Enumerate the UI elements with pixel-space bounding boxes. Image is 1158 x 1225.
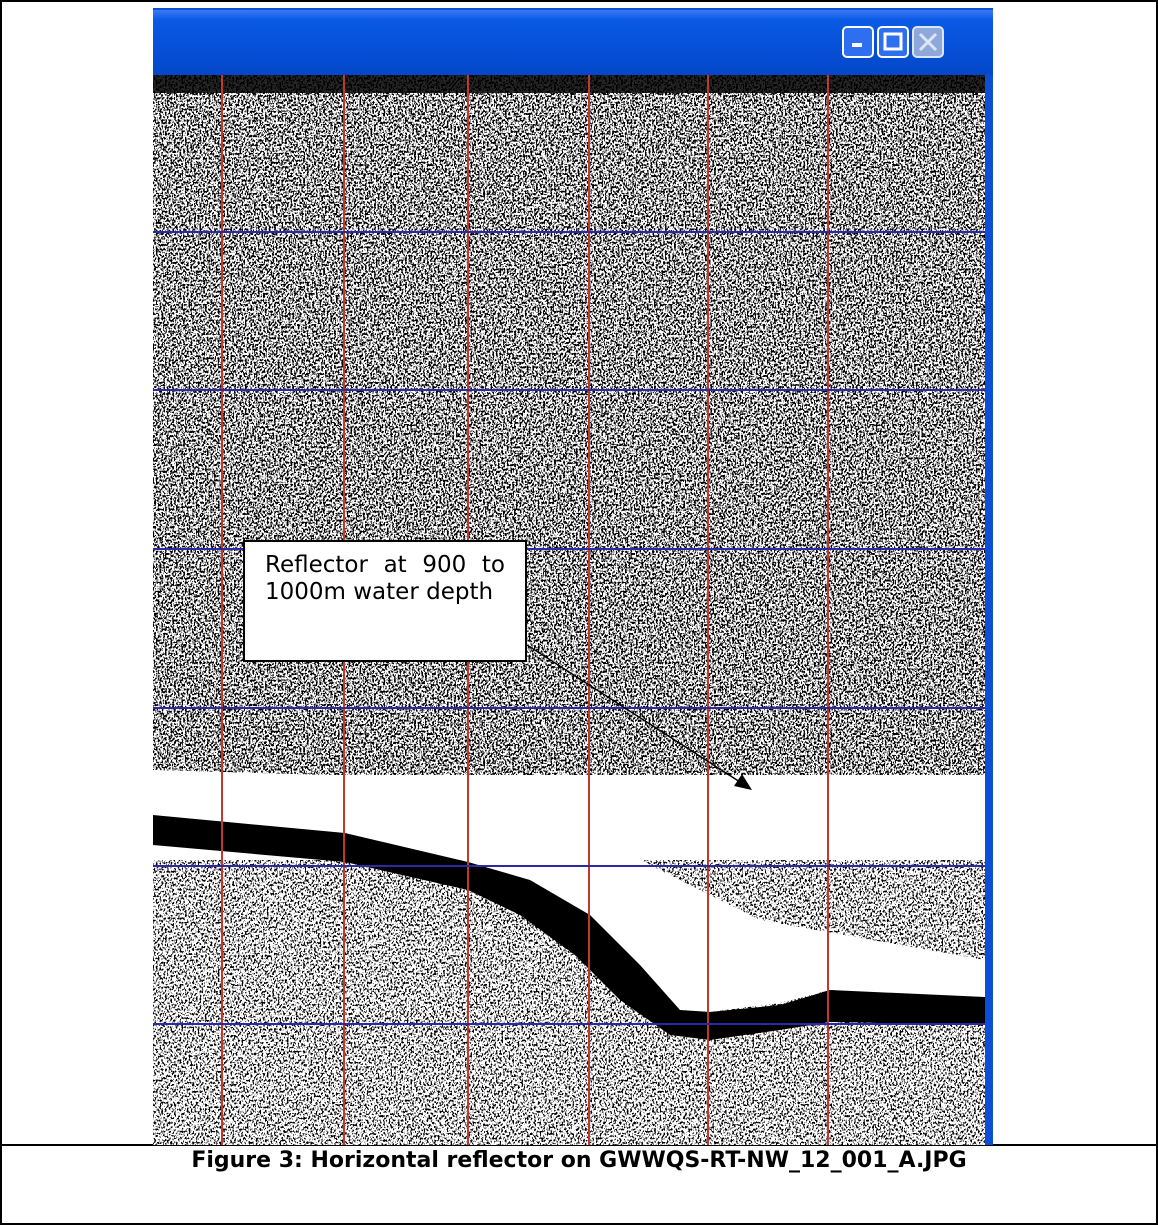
- window-buttons: [842, 26, 944, 58]
- annotation-box: Reflector at 900 to 1000m water depth: [243, 540, 527, 662]
- close-icon: [918, 32, 938, 52]
- minimize-button[interactable]: [842, 26, 874, 58]
- figure-caption: Figure 3: Horizontal reflector on GWWQS-…: [191, 1148, 967, 1173]
- maximize-button[interactable]: [877, 26, 909, 58]
- minimize-icon: [852, 43, 862, 47]
- water-column-noise: [153, 75, 985, 775]
- arrow-head: [734, 774, 752, 790]
- maximize-icon: [883, 32, 903, 51]
- water-gap: [153, 770, 985, 1012]
- seabed-reflector: [153, 815, 985, 1040]
- annotation-arrow: [526, 644, 741, 783]
- surface-band: [153, 75, 985, 93]
